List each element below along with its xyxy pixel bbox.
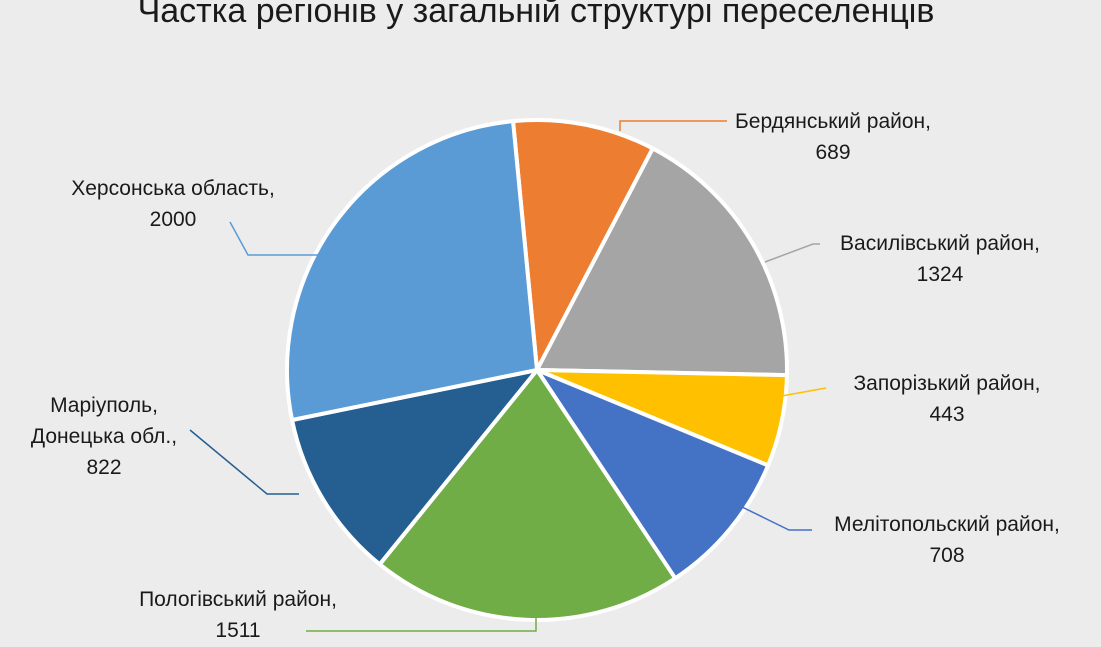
pie-slice-6 [290, 368, 539, 567]
data-label-3: Запорізький район, 443 [853, 372, 1040, 426]
data-label-line: Запорізький район, [853, 372, 1040, 395]
data-label-line: 2000 [150, 208, 197, 231]
data-label-line: 708 [929, 544, 964, 567]
leader-line-2 [764, 243, 820, 263]
data-label-1: Бердянський район, 689 [735, 110, 931, 164]
data-label-2: Василівський район, 1324 [840, 232, 1040, 286]
data-label-line: 689 [815, 141, 850, 164]
data-labels-layer: Бердянський район, 689 Василівський район,… [31, 110, 1060, 642]
data-label-line: Василівський район, [840, 232, 1040, 255]
data-label-line: Пологівський район, [139, 588, 337, 611]
data-label-line: Донецька обл., [31, 425, 177, 448]
data-label-line: 1511 [215, 619, 260, 642]
leader-line-5 [306, 615, 537, 632]
data-label-line: 443 [929, 403, 964, 426]
data-label-6: Маріуполь, Донецька обл., 822 [31, 394, 177, 479]
data-label-4: Мелітопольский район, 708 [834, 513, 1060, 567]
data-label-5: Пологівський район, 1511 [139, 588, 337, 642]
leader-line-1 [619, 120, 727, 131]
pie-slice-1 [511, 118, 655, 372]
leader-line-6 [189, 429, 299, 495]
leader-line-7 [229, 221, 335, 256]
data-label-line: Бердянський район, [735, 110, 931, 133]
data-label-line: Херсонська область, [71, 177, 275, 200]
data-label-line: Маріуполь, [50, 394, 158, 417]
data-label-7: Херсонська область, 2000 [71, 177, 275, 231]
leader-lines-layer [189, 120, 827, 632]
leader-line-4 [739, 505, 812, 531]
data-label-line: 1324 [917, 263, 964, 286]
chart-title: Частка регіонів у загальній структурі пе… [138, 0, 935, 30]
pie-slice-7 [285, 119, 539, 423]
data-label-line: Мелітопольский район, [834, 513, 1060, 536]
data-label-line: 822 [86, 456, 121, 479]
pie-slice-4 [535, 368, 771, 581]
pie-slice-2 [535, 146, 789, 378]
slices-layer [285, 118, 789, 622]
leader-line-3 [775, 387, 827, 398]
pie-slice-5 [377, 368, 678, 622]
